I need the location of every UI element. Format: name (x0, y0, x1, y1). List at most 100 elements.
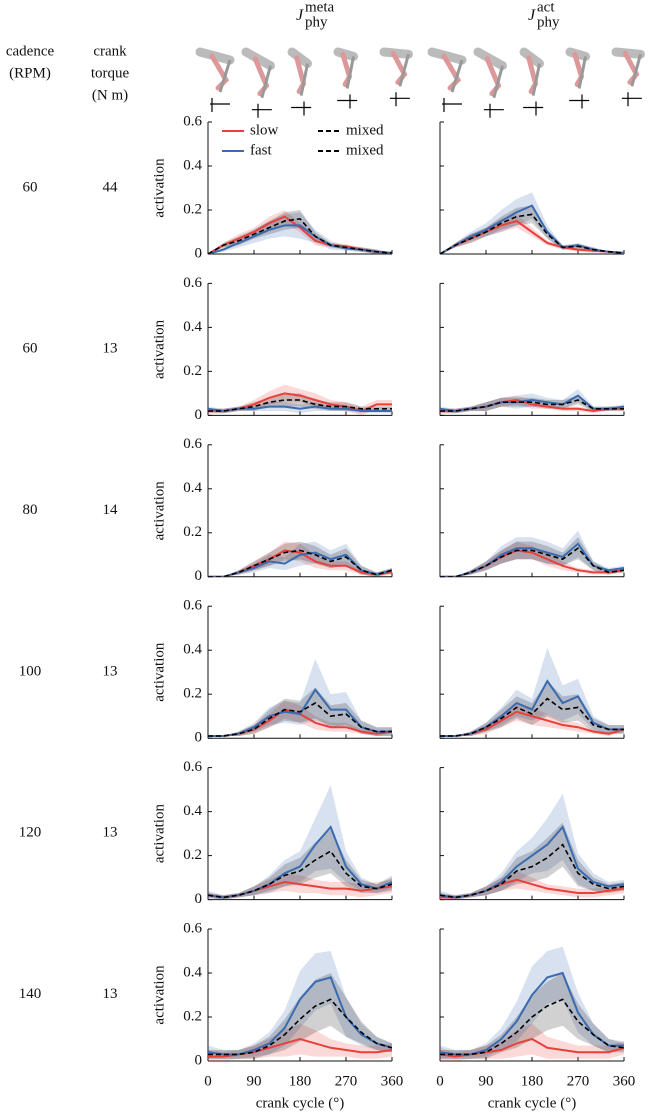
symbol: J (528, 7, 536, 24)
series-line (208, 399, 392, 412)
y-tick-label: 0.2 (183, 363, 202, 379)
plot-area (208, 659, 392, 737)
y-axis-label: activation (151, 965, 167, 1025)
torque-value: 13 (103, 825, 118, 841)
spread-band (440, 973, 624, 1059)
series-line (208, 998, 392, 1056)
y-tick-label: 0.6 (183, 436, 202, 452)
shank (492, 65, 504, 99)
x-tick-label: 180 (289, 1073, 312, 1089)
spread-band (440, 537, 624, 577)
y-axis-label: activation (151, 804, 167, 864)
x-tick-label: 360 (613, 1073, 636, 1089)
plot-area (440, 530, 624, 577)
spread-band (208, 951, 392, 1059)
y-axis-label: activation (151, 319, 167, 379)
plot-area (440, 389, 624, 414)
superscript: meta (305, 0, 334, 15)
spread-band (208, 402, 392, 414)
legend-label: fast (250, 142, 272, 158)
thigh (473, 47, 507, 71)
cadence-value: 60 (23, 341, 38, 357)
column-header: J (296, 7, 304, 24)
series-line (440, 399, 624, 412)
thigh (287, 47, 313, 69)
thigh (241, 47, 275, 71)
column-header: J (528, 7, 536, 24)
row-header: (N m) (92, 87, 128, 103)
subplot (439, 444, 625, 578)
torque-value: 13 (103, 986, 118, 1002)
row-header: crank (93, 43, 127, 59)
superscript: act (537, 0, 555, 15)
series-line (208, 825, 392, 899)
crank (291, 101, 312, 116)
leg-illustrations (195, 47, 645, 118)
y-tick-label: 0 (195, 891, 203, 907)
y-tick-label: 0.6 (183, 275, 202, 291)
x-tick-label: 0 (436, 1073, 444, 1089)
plot-area (208, 785, 392, 900)
y-tick-label: 0.4 (183, 642, 202, 658)
cadence-value: 60 (23, 179, 38, 195)
y-tick-label: 0.2 (183, 201, 202, 217)
row-header: (RPM) (9, 65, 51, 81)
y-tick-label: 0 (195, 245, 203, 261)
y-tick-label: 0 (195, 730, 203, 746)
x-tick-label: 270 (335, 1073, 358, 1089)
subplot (439, 767, 625, 901)
crank (389, 92, 410, 107)
y-tick-label: 0.4 (183, 803, 202, 819)
cadence-value: 120 (19, 825, 42, 841)
subplot (439, 605, 625, 739)
x-tick-label: 90 (479, 1073, 494, 1089)
shank (531, 63, 541, 96)
spread-band (208, 785, 392, 900)
shank (260, 65, 272, 99)
spread-band (440, 541, 624, 577)
spread-band (208, 873, 392, 900)
y-tick-label: 0 (195, 568, 203, 584)
spread-band (440, 205, 624, 254)
plot-area (208, 210, 392, 254)
y-tick-label: 0.6 (183, 920, 202, 936)
series-line (440, 213, 624, 254)
crank (483, 103, 504, 118)
crank (569, 94, 590, 109)
y-axis-label: activation (151, 642, 167, 702)
series-line (208, 688, 392, 737)
y-tick-label: 0.4 (183, 964, 202, 980)
crank (251, 103, 272, 118)
symbol: J (296, 7, 304, 24)
series-line (440, 843, 624, 899)
subplot: 0 0.2 0.4 0.6 activation (151, 598, 393, 746)
crank (621, 92, 642, 107)
x-axis-label: crank cycle (°) (488, 1095, 576, 1111)
x-tick-label: 180 (521, 1073, 544, 1089)
y-axis-label: activation (151, 481, 167, 541)
legend-label: mixed (346, 142, 384, 158)
spread-band (440, 946, 624, 1059)
cadence-value: 80 (23, 502, 38, 518)
subplot: 0 0.2 0.4 0.6 activation slow fast mixed mixed (151, 113, 393, 261)
thigh (565, 47, 591, 61)
shank (299, 63, 309, 96)
series-line (440, 697, 624, 737)
subplot (439, 121, 625, 255)
y-tick-label: 0.6 (183, 759, 202, 775)
series-line (440, 998, 624, 1056)
shank (450, 59, 464, 93)
subscript: phy (305, 14, 328, 30)
thigh (519, 47, 545, 69)
torque-value: 13 (103, 663, 118, 679)
spread-band (440, 648, 624, 736)
plot-area (208, 384, 392, 416)
shank (630, 53, 642, 87)
series-line (208, 551, 392, 577)
series-line (440, 825, 624, 899)
y-axis-label: activation (151, 158, 167, 218)
series-line (208, 549, 392, 577)
torque-value: 13 (103, 341, 118, 357)
y-tick-label: 0.2 (183, 686, 202, 702)
